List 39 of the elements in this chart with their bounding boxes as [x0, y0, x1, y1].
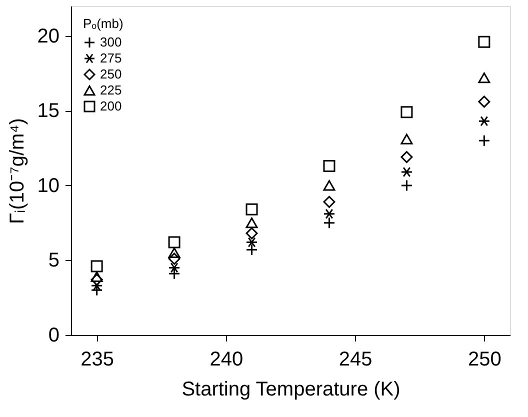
legend-label: 225	[100, 82, 122, 98]
point	[168, 262, 180, 273]
point	[246, 218, 258, 228]
y-axis-title: Γᵢ(10⁻⁷g/m⁴)	[6, 118, 28, 224]
legend-label: 250	[100, 66, 122, 82]
point	[168, 236, 180, 248]
point	[478, 36, 490, 48]
point	[168, 247, 180, 258]
point	[478, 72, 490, 84]
y-tick-label: 15	[37, 100, 60, 122]
legend-label: 300	[100, 34, 122, 50]
x-tick-label: 235	[80, 348, 114, 370]
point	[246, 237, 258, 248]
x-tick-label: 240	[210, 348, 244, 370]
point	[246, 227, 258, 240]
legend-label: 200	[100, 98, 122, 114]
y-tick-label: 0	[48, 324, 60, 346]
point	[90, 260, 103, 272]
point	[246, 203, 258, 216]
y-tick-label: 5	[48, 250, 60, 272]
point	[400, 166, 413, 178]
x-tick-label: 245	[338, 348, 372, 370]
y-tick-label: 20	[37, 25, 60, 48]
point	[478, 96, 490, 108]
point	[168, 252, 180, 265]
point	[90, 271, 103, 282]
x-tick-label: 250	[468, 348, 502, 370]
x-axis-title: Starting Temperature (K)	[182, 378, 400, 400]
y-tick-label: 10	[37, 174, 60, 197]
point	[400, 151, 413, 164]
point	[323, 160, 336, 172]
point	[400, 134, 413, 144]
point	[323, 196, 336, 208]
legend-label: 275	[100, 50, 122, 66]
point	[400, 106, 413, 118]
point	[478, 116, 490, 126]
point	[323, 208, 336, 220]
legend-title: Pₒ(mb)	[83, 16, 124, 31]
point	[323, 180, 336, 191]
